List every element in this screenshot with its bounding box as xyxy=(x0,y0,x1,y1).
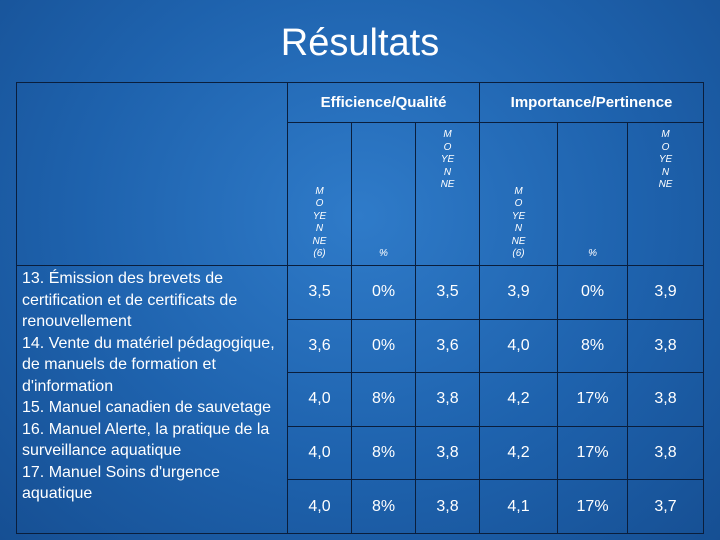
table-row: 4,0 8% 3,8 4,2 17% 3,8 xyxy=(17,425,705,481)
table-cell: 8% xyxy=(557,318,629,374)
table-cell: 3,8 xyxy=(414,425,481,481)
group-header-importance: Importance/Pertinence xyxy=(479,82,705,123)
sub-header-percent: % xyxy=(351,122,416,266)
row-label: 15. Manuel canadien de sauvetage xyxy=(22,399,272,416)
table-cell: 3,8 xyxy=(627,372,705,427)
table-cell: 3,5 xyxy=(287,265,352,320)
sub-header-percent: % xyxy=(557,122,629,266)
table-cell: 3,6 xyxy=(287,318,352,374)
row-label: 17. Manuel Soins d'urgence aquatique xyxy=(22,463,220,503)
table-cell: 3,9 xyxy=(627,265,705,320)
table-row: 3,6 0% 3,6 4,0 8% 3,8 xyxy=(17,318,705,374)
row-label: 13. Émission des brevets de certificatio… xyxy=(22,270,238,330)
table-cell: 3,8 xyxy=(414,372,481,427)
table-cell: 4,0 xyxy=(287,425,352,481)
row-label: 16. Manuel Alerte, la pratique de la sur… xyxy=(22,420,270,460)
table-cell: 3,5 xyxy=(414,265,481,320)
table-cell: 17% xyxy=(557,372,629,427)
table-cell: 3,9 xyxy=(479,265,559,320)
table-cell: 8% xyxy=(351,425,416,481)
table-cell: 4,0 xyxy=(479,318,559,374)
sub-header-row: MOYENNE (6) % MOYENNE MOYENNE (6) % MOYE… xyxy=(17,122,705,266)
table-cell: 3,8 xyxy=(627,318,705,374)
table-cell: 0% xyxy=(557,265,629,320)
sub-header-moyenne: MOYENNE xyxy=(414,122,481,266)
table-cell: 0% xyxy=(351,265,416,320)
table-cell: 17% xyxy=(557,479,629,534)
table-row: 13. Émission des brevets de certificatio… xyxy=(16,265,705,534)
table-cell: 8% xyxy=(351,479,416,534)
row-label: 14. Vente du matériel pédagogique, de ma… xyxy=(22,334,275,395)
table-cell: 4,2 xyxy=(479,425,559,481)
results-table: Efficience/Qualité Importance/Pertinence… xyxy=(16,82,705,534)
table-cell: 3,6 xyxy=(414,318,481,374)
table-cell: 4,0 xyxy=(287,479,352,534)
table-cell: 3,7 xyxy=(627,479,705,534)
table-cell: 4,2 xyxy=(479,372,559,427)
row-labels-cell: 13. Émission des brevets de certificatio… xyxy=(16,265,288,534)
table-cell: 3,8 xyxy=(414,479,481,534)
group-header-efficience: Efficience/Qualité xyxy=(286,82,481,123)
table-cell: 3,8 xyxy=(627,425,705,481)
sub-header-moyenne-6: MOYENNE (6) xyxy=(287,122,352,266)
table-cell: 0% xyxy=(351,318,416,374)
sub-header-moyenne: MOYENNE xyxy=(627,122,705,266)
table-cell: 8% xyxy=(351,372,416,427)
slide-title: Résultats xyxy=(280,22,440,64)
table-cell: 4,1 xyxy=(479,479,559,534)
sub-header-moyenne-6: MOYENNE (6) xyxy=(479,122,559,266)
corner-cell xyxy=(16,82,288,266)
table-cell: 4,0 xyxy=(287,372,352,427)
group-header-row: Efficience/Qualité Importance/Pertinence xyxy=(16,82,705,266)
table-row: 4,0 8% 3,8 4,1 17% 3,7 xyxy=(17,479,705,534)
table-cell: 17% xyxy=(557,425,629,481)
